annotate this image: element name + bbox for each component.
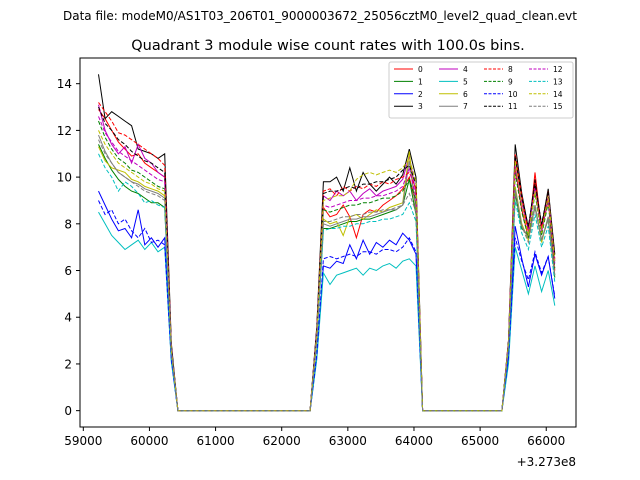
series-line-12 [98,116,556,412]
legend-label-2: 2 [418,90,423,99]
series-line-15 [98,139,556,412]
legend-label-5: 5 [463,77,468,86]
legend-label-7: 7 [463,102,468,111]
legend-label-0: 0 [418,65,423,74]
legend-frame [388,61,574,119]
legend-label-3: 3 [418,102,423,111]
plot-lines [98,74,556,412]
x-tick-label: 64000 [395,434,433,448]
legend-label-13: 13 [553,77,563,86]
y-axis: 0 2 4 6 8 10 12 14 [57,77,80,418]
x-tick-label: 62000 [263,434,301,448]
legend-label-8: 8 [508,65,513,74]
y-tick-label: 0 [64,404,72,418]
x-tick-label: 65000 [461,434,499,448]
legend-label-12: 12 [553,65,563,74]
y-tick-label: 6 [64,264,72,278]
legend-label-1: 1 [418,77,423,86]
y-tick-label: 2 [64,357,72,371]
x-tick-label: 61000 [196,434,234,448]
x-offset-label: +3.273e8 [517,455,576,469]
x-tick-label: 66000 [527,434,565,448]
series-line-9 [98,120,556,412]
x-tick-label: 59000 [64,434,102,448]
legend-label-11: 11 [508,102,518,111]
x-tick-label: 60000 [130,434,168,448]
series-line-14 [98,130,556,412]
legend-label-14: 14 [553,90,563,99]
axes-frame [79,57,577,428]
legend-label-15: 15 [553,102,563,111]
legend-label-4: 4 [463,65,468,74]
y-tick-label: 8 [64,217,72,231]
legend-label-10: 10 [508,90,518,99]
y-tick-label: 10 [57,171,72,185]
x-axis: 59000 60000 61000 62000 63000 64000 65000 66000 [64,427,565,448]
y-tick-label: 12 [57,124,72,138]
suptitle: Data file: modeM0/AS1T03_206T01_90000036… [63,9,577,23]
y-tick-label: 4 [64,311,72,325]
legend-label-9: 9 [508,77,513,86]
legend-label-6: 6 [463,90,468,99]
x-tick-label: 63000 [329,434,367,448]
chart-title: Quadrant 3 module wise count rates with … [131,38,525,54]
y-tick-label: 14 [57,77,72,91]
series-line-10 [98,200,556,412]
